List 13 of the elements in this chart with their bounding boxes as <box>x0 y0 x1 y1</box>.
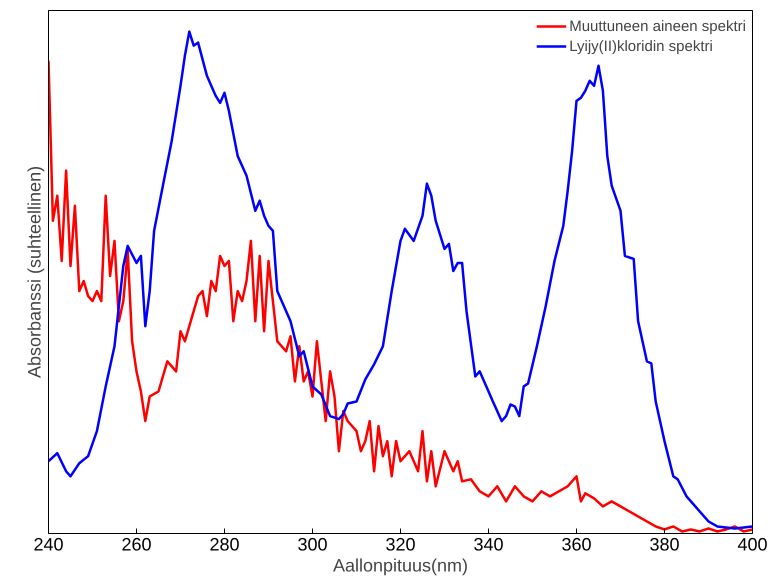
legend-label: Muuttuneen aineen spektri <box>569 18 746 34</box>
x-tick-label: 300 <box>297 534 328 554</box>
x-tick-label: 260 <box>121 534 152 554</box>
x-axis-title: Aallonpituus(nm) <box>332 556 468 576</box>
y-axis-title: Absorbanssi (suhteellinen) <box>24 166 44 378</box>
x-tick-label: 360 <box>561 534 592 554</box>
legend-label: Lyijy(II)kloridin spektri <box>569 38 713 54</box>
x-tick-label: 340 <box>473 534 504 554</box>
x-tick-label: 400 <box>737 534 768 554</box>
x-tick-label: 380 <box>649 534 680 554</box>
x-tick-label: 240 <box>33 534 64 554</box>
x-tick-label: 280 <box>209 534 240 554</box>
x-tick-label: 320 <box>385 534 416 554</box>
